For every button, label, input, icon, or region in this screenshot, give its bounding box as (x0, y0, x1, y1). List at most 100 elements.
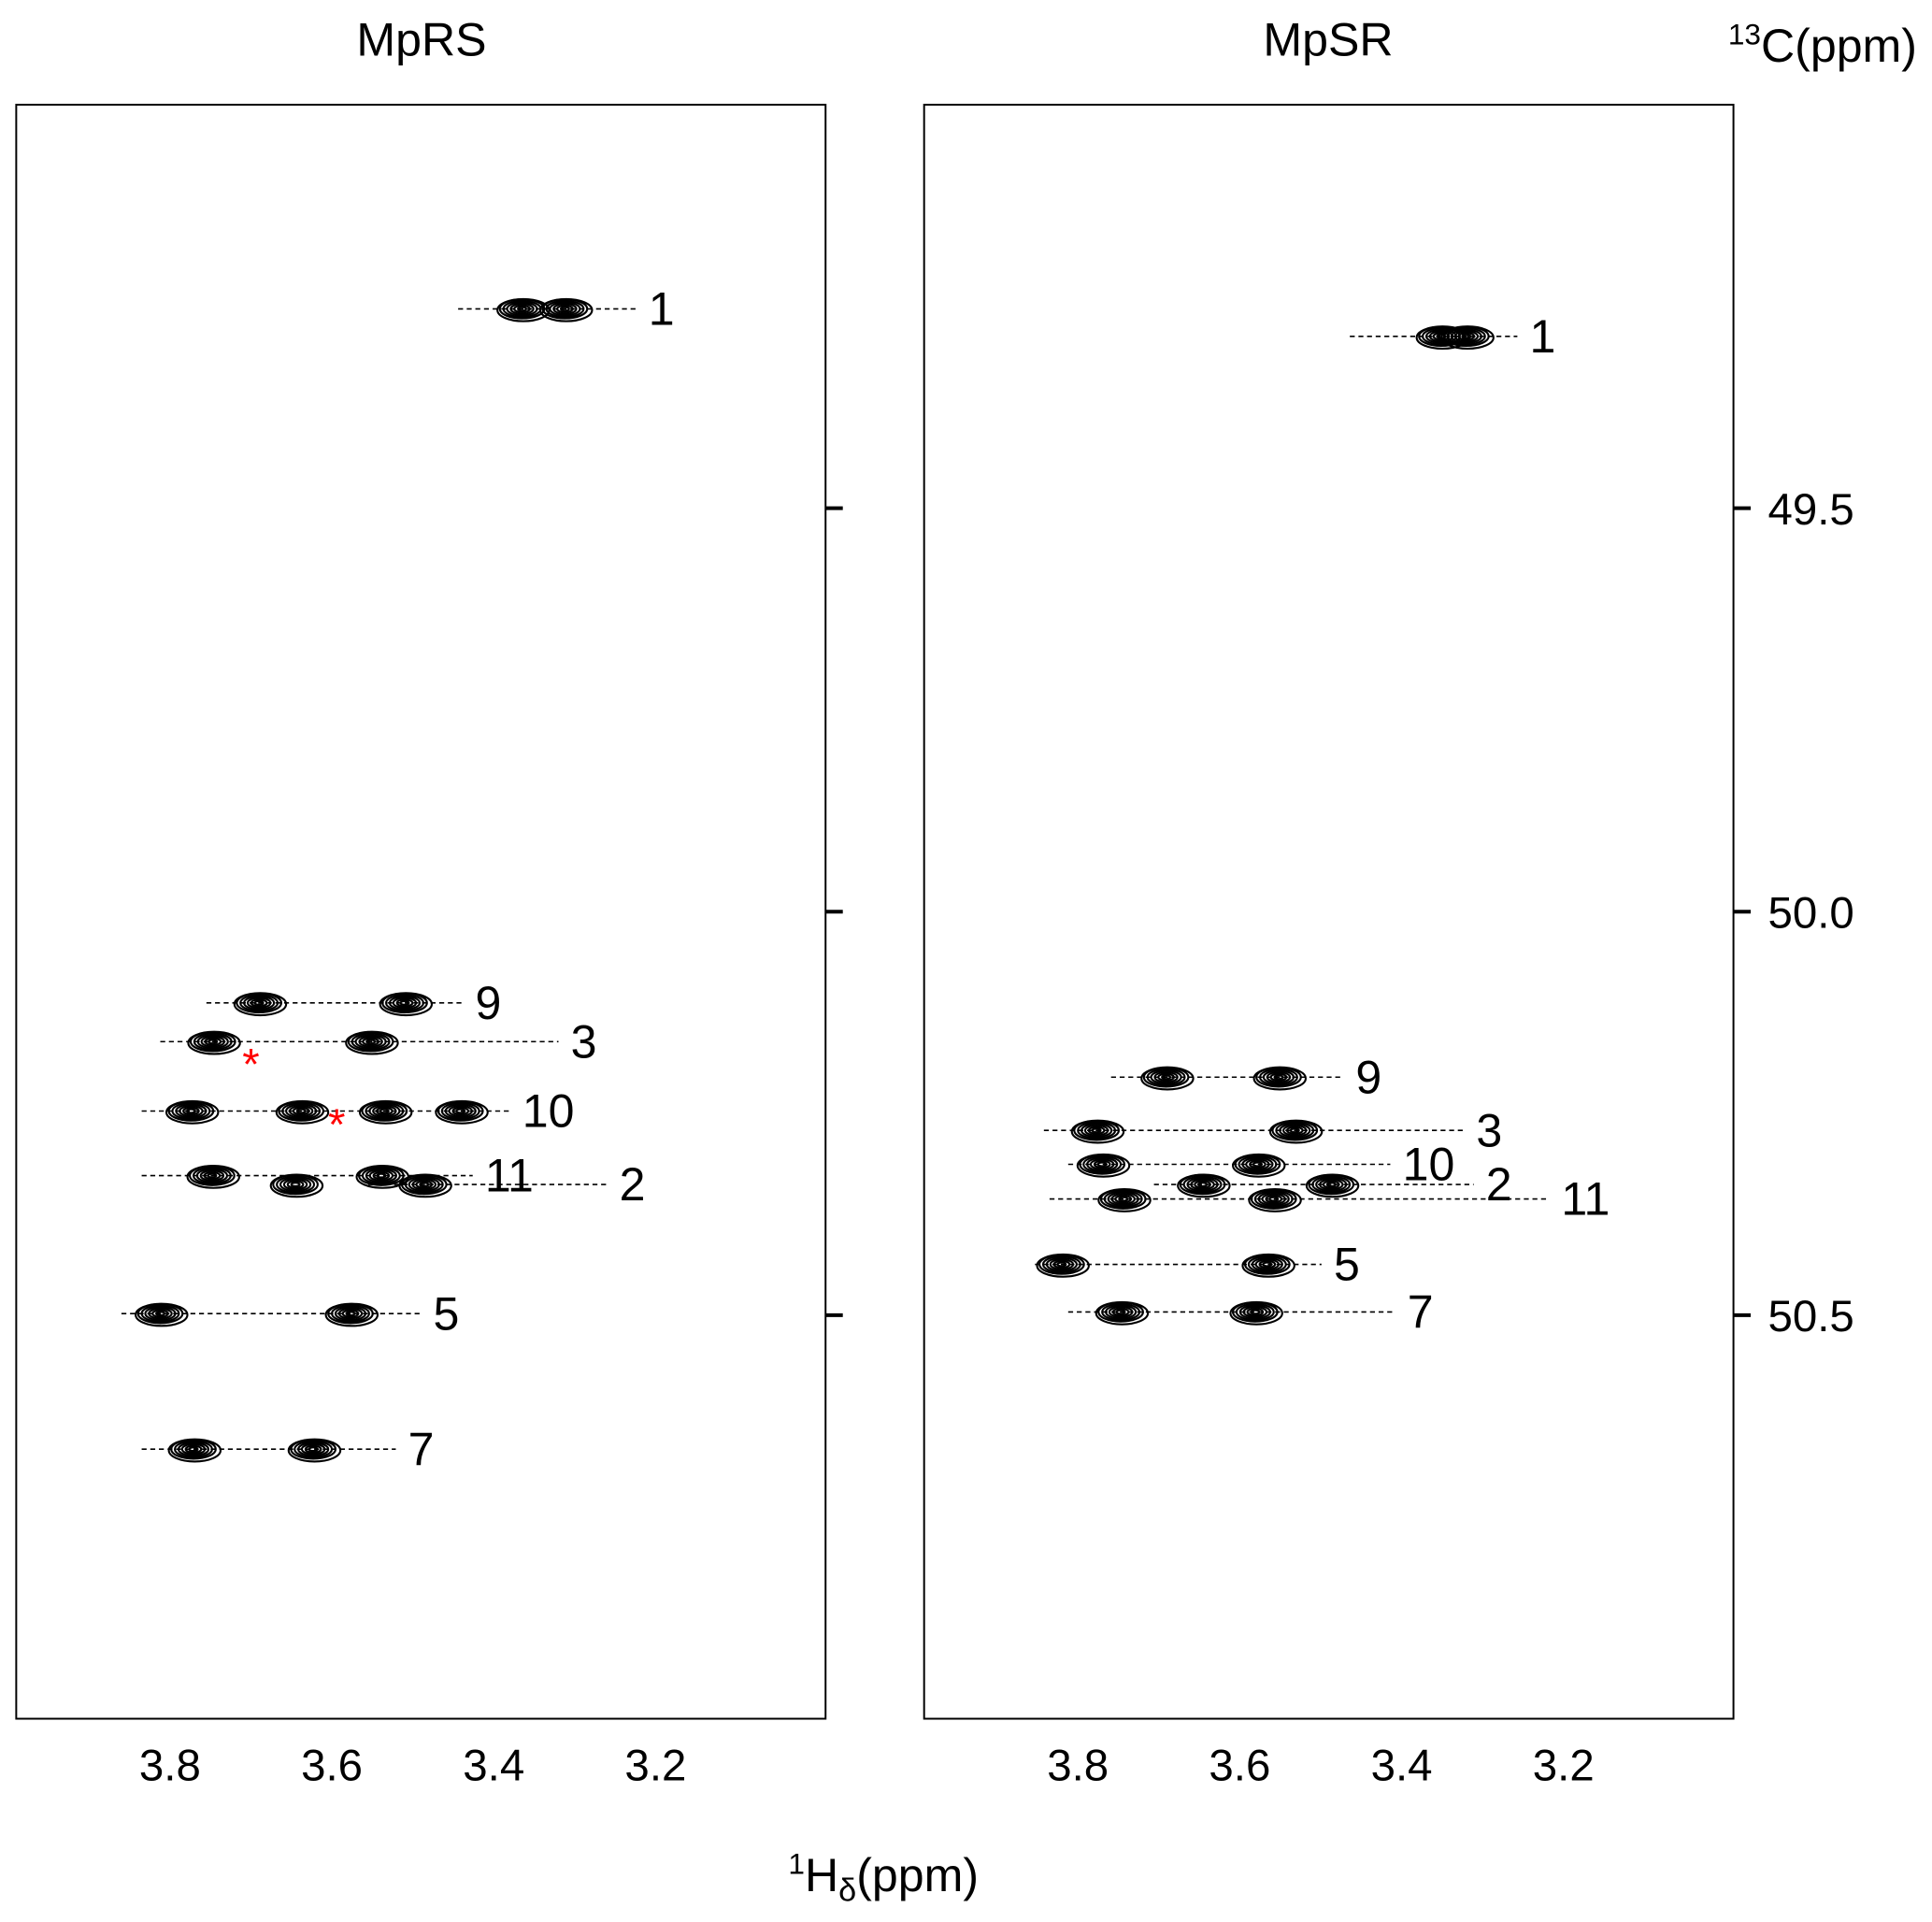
contour-level (196, 1034, 229, 1050)
contour-level (1322, 1180, 1340, 1189)
contour-level (395, 998, 414, 1008)
contour-level (361, 1100, 408, 1122)
contour-level (1262, 1069, 1295, 1085)
contour-level (288, 1105, 314, 1117)
contour-level (1150, 1069, 1182, 1085)
contour-level (170, 1438, 217, 1460)
contour-level (388, 995, 422, 1011)
peak-contour (275, 1099, 330, 1125)
contour-level (365, 1101, 405, 1121)
contour-level (236, 992, 282, 1014)
contour-level (189, 1165, 236, 1186)
contour-level (400, 1173, 448, 1196)
contour-level (1052, 1259, 1071, 1269)
contour-level (372, 1170, 391, 1181)
contour-level (239, 994, 279, 1012)
assignment-label: 10 (1403, 1139, 1455, 1191)
contour-level (404, 1175, 444, 1194)
contour-level (358, 1035, 383, 1048)
contour-level (1418, 325, 1465, 348)
contour-level (148, 1307, 173, 1320)
contour-level (1315, 1177, 1348, 1192)
contour-level (1080, 1123, 1113, 1139)
contour-level (1257, 1191, 1290, 1207)
contour-level (1262, 1261, 1273, 1268)
contour-level (341, 1309, 360, 1318)
contour-level (368, 1169, 394, 1182)
contour-level (375, 1106, 394, 1116)
contour-level (295, 1108, 307, 1114)
contour-level (556, 304, 574, 314)
contour-level (1089, 1158, 1115, 1170)
contour-level (1243, 1254, 1291, 1275)
contour-level (1258, 1259, 1277, 1269)
contour-level (1453, 330, 1480, 343)
contour-level (1261, 1193, 1286, 1205)
contour-level (1101, 1302, 1141, 1322)
peak-contour (1095, 1300, 1150, 1326)
contour-level (381, 992, 428, 1014)
contour-level (1103, 1190, 1143, 1209)
contour-level (200, 1035, 226, 1048)
contour-level (372, 1105, 397, 1117)
peak-contour (398, 1173, 452, 1198)
contour-level (1245, 1158, 1270, 1170)
peak-contour (345, 1030, 399, 1055)
contour-level (1424, 328, 1458, 344)
contour-level (1231, 1301, 1279, 1323)
assignment-label: 9 (476, 977, 502, 1029)
contour-level (399, 999, 410, 1006)
contour-level (498, 298, 546, 320)
contour-level (1241, 1156, 1274, 1172)
contour-level (208, 1039, 219, 1045)
contour-level (243, 995, 276, 1011)
contour-level (1083, 1124, 1109, 1137)
contour-level (285, 1103, 318, 1119)
contour-level (408, 1177, 440, 1192)
contour-level (549, 301, 581, 317)
contour-level (290, 1182, 301, 1188)
contour-level (1428, 330, 1454, 343)
contour-level (1041, 1255, 1081, 1274)
contour-level (444, 1103, 477, 1119)
contour-level (1279, 1123, 1311, 1139)
contour-level (506, 301, 538, 317)
contour-level (559, 306, 570, 312)
contour-level (1077, 1121, 1117, 1140)
contour-level (1252, 1161, 1263, 1168)
contour-level (1253, 1190, 1294, 1209)
contour-level (300, 1442, 326, 1456)
contour-level (411, 1178, 437, 1191)
assignment-label: 1 (1530, 310, 1556, 363)
contour-level (1325, 1182, 1337, 1188)
x-tick-label: 3.4 (1371, 1741, 1433, 1790)
contour-level (1099, 1188, 1147, 1210)
contour-level (1265, 1194, 1283, 1204)
assignment-label: 5 (1334, 1239, 1360, 1291)
peak-contour (1229, 1300, 1283, 1326)
contour-level (1091, 1127, 1102, 1134)
contour-level (188, 1446, 199, 1453)
contour-level (1319, 1178, 1344, 1191)
contour-level (180, 1442, 207, 1456)
assignment-label: 2 (620, 1158, 646, 1211)
contour-level (1114, 1194, 1133, 1204)
peak-contour (1070, 1119, 1125, 1144)
contour-level (253, 999, 265, 1006)
contour-level (195, 1168, 229, 1183)
y-tick-label: 50.0 (1767, 888, 1853, 938)
contour-level (1238, 1304, 1271, 1320)
assignment-label: 3 (1476, 1104, 1502, 1156)
x-tick-label: 3.8 (139, 1741, 201, 1790)
contour-level (379, 1108, 390, 1114)
contour-level (171, 1101, 211, 1121)
contour-level (1038, 1254, 1085, 1275)
contour-level (1242, 1306, 1268, 1318)
contour-level (415, 1180, 434, 1189)
contour-level (1266, 1070, 1292, 1083)
contour-level (1446, 327, 1486, 346)
contour-level (1179, 1173, 1226, 1196)
contour-level (361, 1166, 401, 1185)
contour-level (1197, 1182, 1209, 1188)
panel-frame-left (15, 104, 827, 1720)
